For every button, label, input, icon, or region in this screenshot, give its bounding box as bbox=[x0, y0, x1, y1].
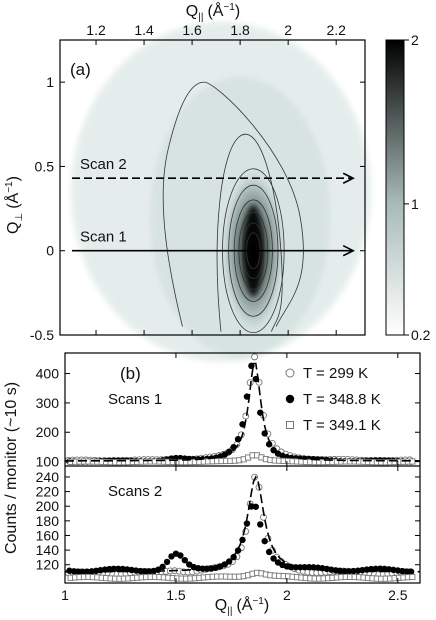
colorbar-gradient bbox=[385, 39, 405, 336]
tick-label: 1.4 bbox=[134, 22, 154, 38]
tick-label: 1.5 bbox=[166, 587, 186, 603]
heatmap-frame bbox=[59, 39, 366, 336]
heatmap-x-ticks: 1.2 1.4 1.6 1.8 2 2.2 bbox=[86, 22, 346, 335]
tick-label: 2 bbox=[411, 32, 419, 48]
heatmap-y-title-symbol: Q bbox=[5, 222, 22, 234]
data-point bbox=[234, 435, 242, 443]
heatmap-y-title-unit: (Å bbox=[3, 192, 22, 208]
data-point bbox=[248, 362, 255, 370]
tick-label: 2.5 bbox=[388, 587, 408, 603]
legend-marker bbox=[285, 394, 295, 404]
scans-x-title: Q|| (Å−1) bbox=[215, 595, 269, 617]
tick-label: 240 bbox=[36, 469, 60, 485]
data-point bbox=[372, 565, 379, 572]
legend-label: T = 299 K bbox=[303, 365, 368, 382]
tick-label: 200 bbox=[36, 498, 60, 514]
tick-label: 0.2 bbox=[411, 327, 431, 343]
colorbar: 0.2 1 2 bbox=[385, 32, 431, 343]
tick-label: 1.8 bbox=[230, 22, 250, 38]
tick-label: 2 bbox=[283, 587, 291, 603]
scans-x-title-exp: −1 bbox=[252, 596, 264, 607]
data-point bbox=[159, 563, 166, 571]
tick-label: 2.2 bbox=[326, 22, 346, 38]
heatmap-y-ticks: -0.5 0 0.5 1 bbox=[30, 74, 365, 343]
tick-label: 220 bbox=[36, 484, 60, 500]
scans-x-ticks: 1 1.5 2 2.5 bbox=[61, 353, 408, 603]
tick-label: 160 bbox=[36, 527, 60, 543]
scan-lines: Scan 2 Scan 1 bbox=[72, 156, 355, 257]
data-point bbox=[251, 353, 259, 361]
tick-label: 180 bbox=[36, 513, 60, 529]
legend-marker bbox=[286, 421, 294, 429]
tick-label: 300 bbox=[36, 395, 60, 411]
scans-x-title-sub: || bbox=[227, 606, 232, 617]
colorbar-ticks: 0.2 1 2 bbox=[404, 32, 431, 343]
heatmap-x-title-unit: (Å bbox=[207, 1, 223, 20]
legend-label: T = 349.1 K bbox=[303, 417, 381, 434]
data-point bbox=[110, 565, 118, 573]
heatmap-y-title-close: ) bbox=[5, 176, 22, 181]
data-point bbox=[265, 548, 273, 556]
scans-x-title-close: ) bbox=[264, 597, 269, 614]
scans2-title: Scans 2 bbox=[108, 483, 162, 500]
heatmap-y-title: Q⊥ (Å−1) bbox=[3, 176, 25, 234]
scans1-subplot: 100 200 300 400 bbox=[36, 353, 420, 470]
heatmap-x-title-close: ) bbox=[235, 3, 240, 20]
scan-arrowhead bbox=[342, 172, 355, 184]
tick-label: 1 bbox=[61, 587, 69, 603]
heatmap-x-title-exp: −1 bbox=[223, 2, 235, 13]
data-point bbox=[409, 573, 416, 581]
fit-line bbox=[65, 362, 420, 462]
tick-label: 2 bbox=[284, 22, 292, 38]
data-point bbox=[177, 552, 184, 559]
legend-marker bbox=[285, 368, 295, 378]
data-point bbox=[296, 564, 304, 571]
data-point bbox=[243, 520, 251, 527]
heatmap-y-title-sub: ⊥ bbox=[14, 213, 25, 222]
heatmap-y-title-exp: −1 bbox=[4, 181, 15, 193]
scans1-title: Scans 1 bbox=[108, 391, 162, 408]
panel-b-label: (b) bbox=[120, 364, 141, 383]
contour-line bbox=[216, 133, 283, 332]
data-point bbox=[242, 412, 250, 420]
data-point bbox=[261, 537, 268, 545]
tick-label: 1 bbox=[46, 74, 54, 90]
panel-a-label: (a) bbox=[70, 60, 91, 79]
tick-label: -0.5 bbox=[30, 327, 54, 343]
fit-line bbox=[65, 475, 420, 573]
data-point bbox=[163, 558, 171, 566]
tick-label: 0.5 bbox=[35, 158, 55, 174]
contour-line bbox=[162, 81, 304, 327]
scans-x-title-unit: (Å bbox=[236, 595, 252, 614]
tick-label: 140 bbox=[36, 542, 60, 558]
data-point bbox=[270, 555, 277, 562]
scans-y-title: Counts / monitor (~10 s) bbox=[3, 382, 20, 554]
tick-label: 1 bbox=[411, 196, 419, 212]
heatmap-x-title-sub: || bbox=[198, 12, 203, 23]
heatmap-x-title: Q|| (Å−1) bbox=[186, 1, 240, 23]
legend-label: T = 348.8 K bbox=[303, 391, 381, 408]
tick-label: 120 bbox=[36, 557, 60, 573]
tick-label: 1.6 bbox=[182, 22, 202, 38]
tick-label: 200 bbox=[36, 424, 60, 440]
scan-label: Scan 2 bbox=[80, 156, 127, 173]
legend: T = 299 K T = 348.8 K T = 349.1 K bbox=[285, 365, 381, 434]
scan-arrowhead bbox=[342, 244, 355, 257]
scan-label: Scan 1 bbox=[80, 229, 127, 246]
data-point bbox=[257, 521, 264, 528]
tick-label: 0 bbox=[46, 243, 54, 259]
tick-label: 100 bbox=[36, 454, 60, 470]
data-point bbox=[181, 556, 189, 564]
tick-label: 400 bbox=[36, 366, 60, 382]
tick-label: 1.2 bbox=[86, 22, 106, 38]
scans-x-title-symbol: Q bbox=[215, 597, 227, 614]
data-point bbox=[225, 558, 233, 565]
data-point bbox=[252, 503, 260, 510]
heatmap-x-title-symbol: Q bbox=[186, 3, 198, 20]
